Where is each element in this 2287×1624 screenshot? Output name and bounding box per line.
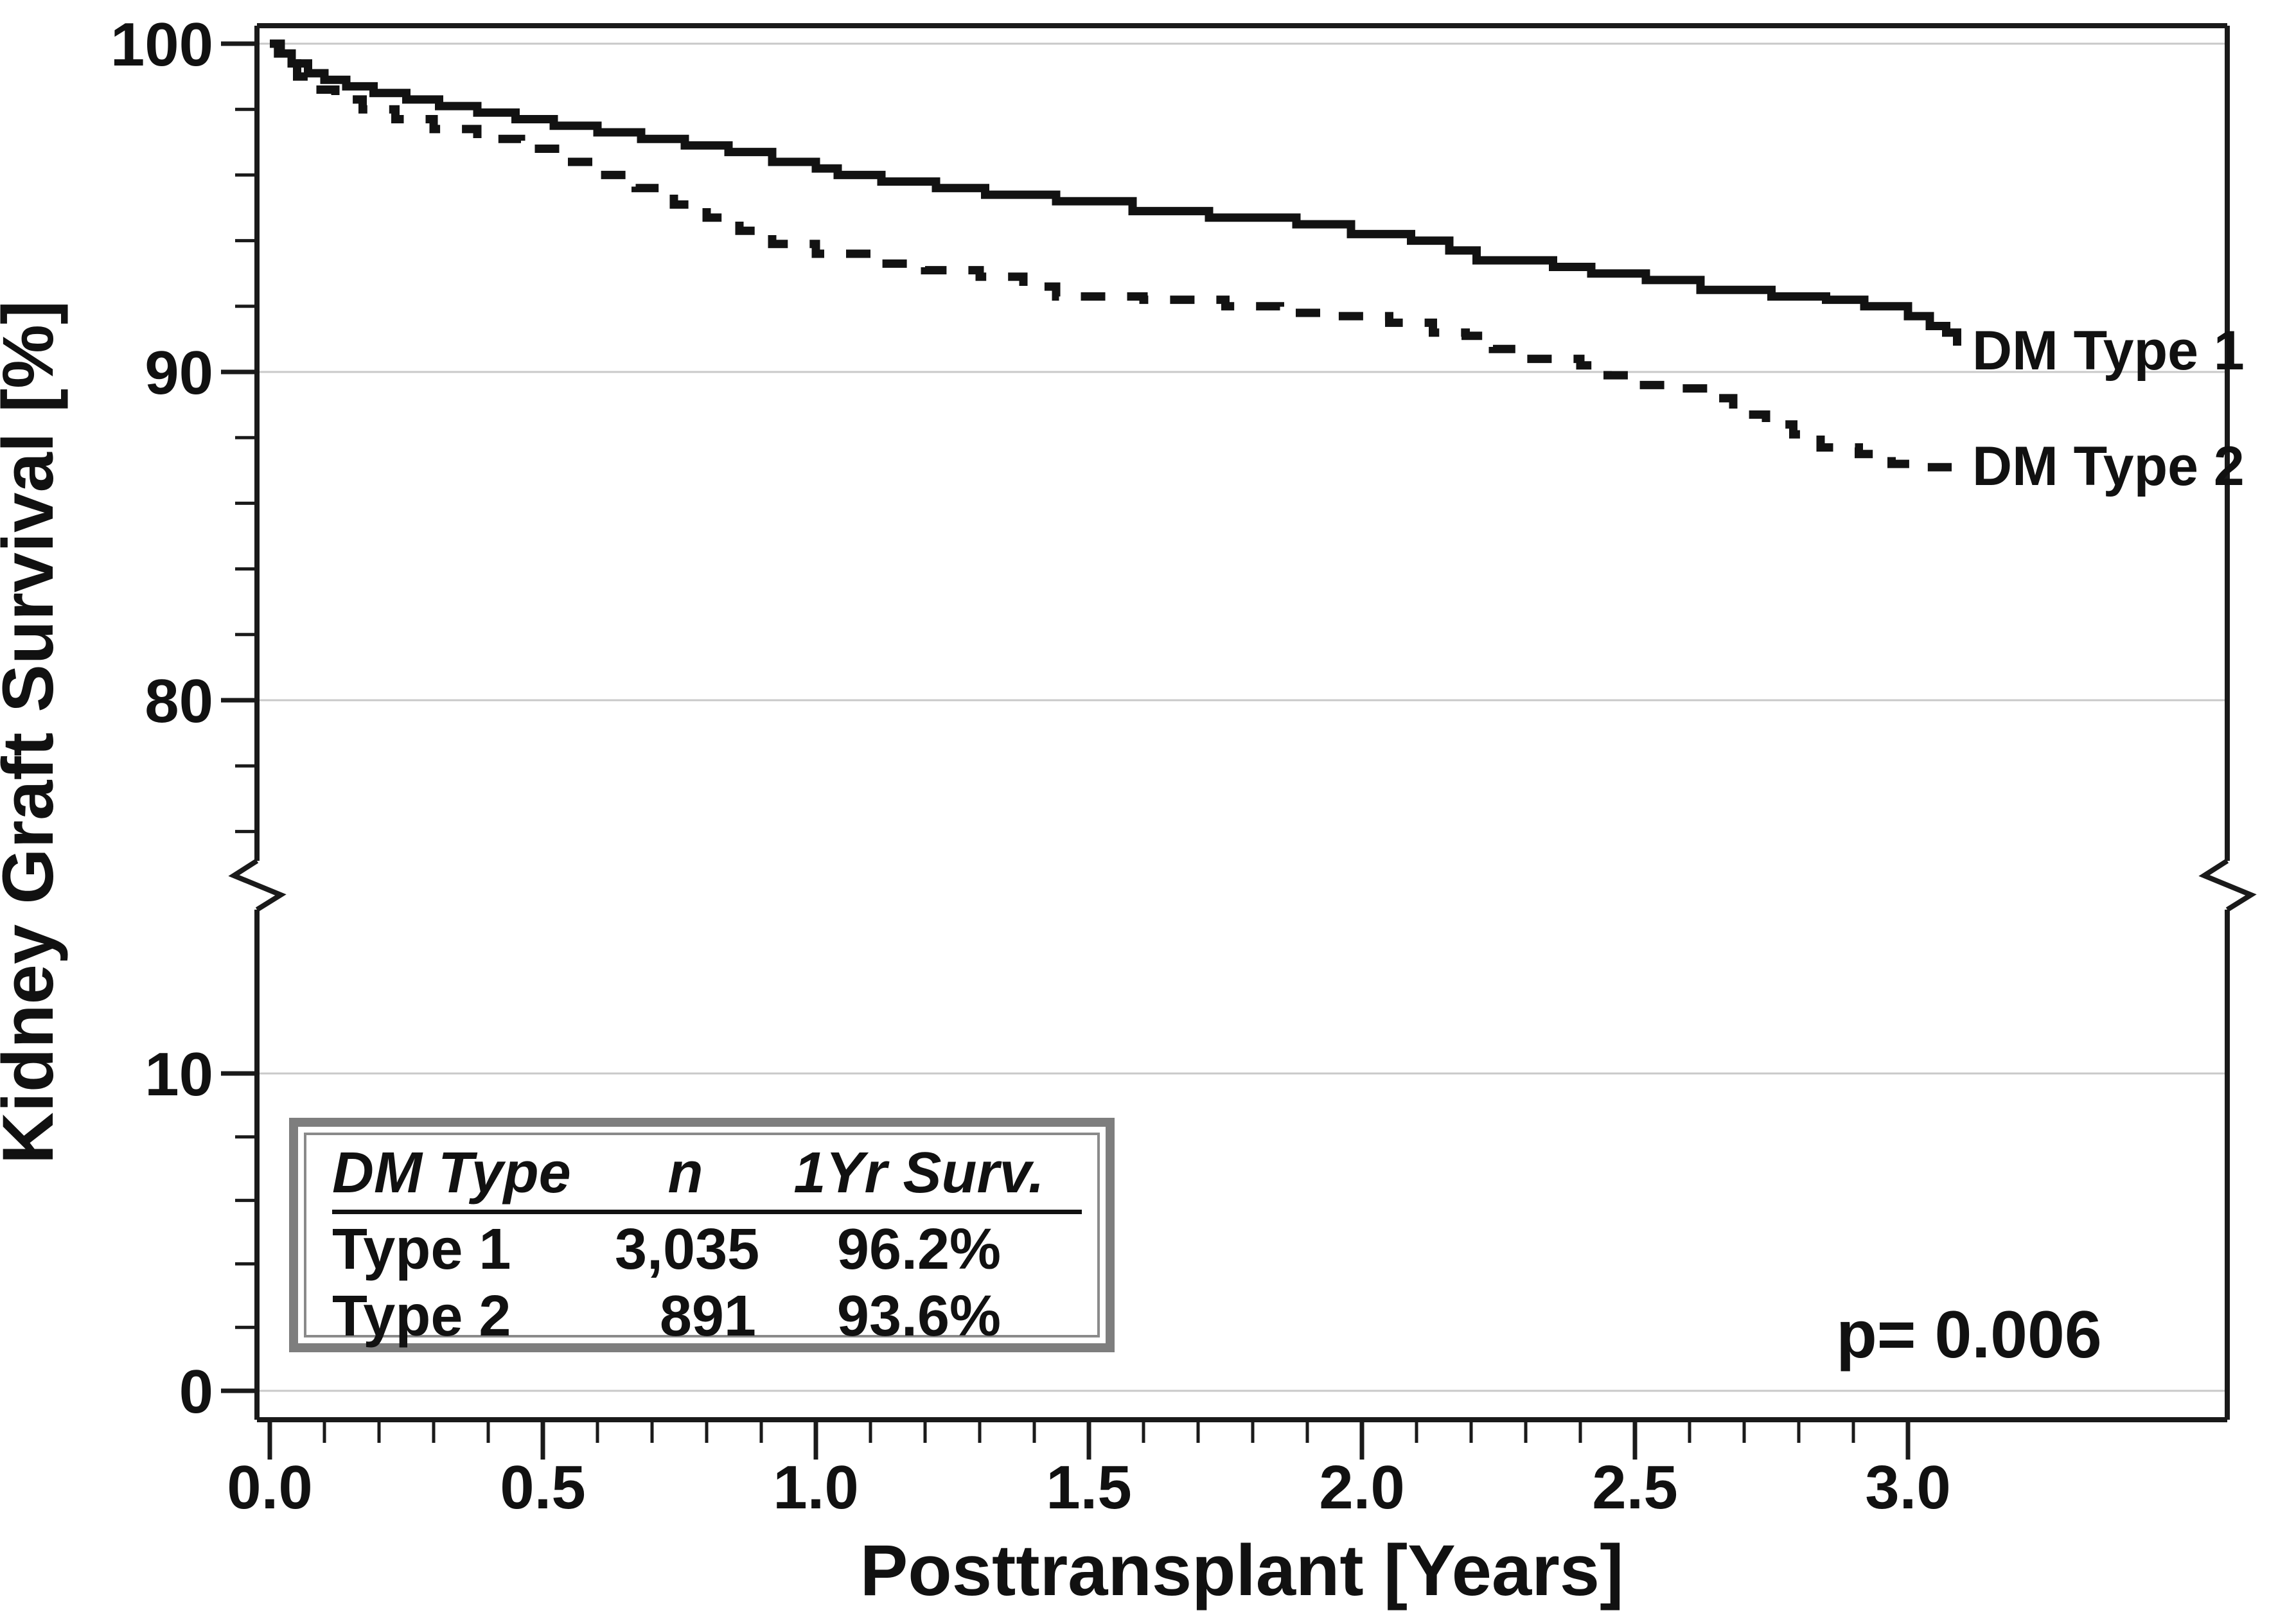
axis-break-left (228, 858, 287, 912)
x-tick-label-0.0: 0.0 (227, 1453, 312, 1522)
y-tick-label-90: 90 (145, 339, 213, 407)
axis-break-right (2198, 858, 2257, 912)
cell-type1-n: 3,035 (615, 1217, 760, 1282)
survival-curves (270, 39, 1961, 472)
cell-type1-surv: 96.2% (836, 1217, 1002, 1282)
inset-stats-table-inner: DM Type n 1Yr Surv. Type 1 3,035 96.2% T… (304, 1133, 1100, 1348)
inset-header-1yr-surv: 1Yr Surv. (793, 1141, 1045, 1205)
x-axis-title: Posttransplant [Years] (860, 1530, 1624, 1611)
curve-dm-type-2 (270, 39, 1952, 472)
cell-type2-n: 891 (659, 1284, 756, 1348)
inset-table-row-type1: Type 1 3,035 96.2% (332, 1218, 1082, 1281)
x-tick-label-2.0: 2.0 (1319, 1453, 1404, 1522)
horizontal-gridlines (260, 42, 2225, 1392)
cell-type2-surv: 93.6% (836, 1284, 1002, 1348)
curve-label-dm-type-1: DM Type 1 (1972, 320, 2245, 382)
x-tick-label-1.5: 1.5 (1046, 1453, 1131, 1522)
cell-type2-label: Type 2 (332, 1284, 511, 1348)
y-tick-label-0: 0 (179, 1357, 213, 1426)
inset-header-dm-type: DM Type (332, 1141, 571, 1205)
p-value-annotation: p= 0.006 (1836, 1298, 2101, 1372)
inset-table-header-row: DM Type n 1Yr Surv. (332, 1142, 1082, 1214)
x-tick-label-2.5: 2.5 (1592, 1453, 1677, 1522)
axis-break-markers (228, 858, 2257, 912)
inset-header-n: n (667, 1141, 703, 1205)
x-tick-label-0.5: 0.5 (500, 1453, 585, 1522)
y-axis-title: Kidney Graft Survival [%] (0, 301, 68, 1164)
cell-type1-label: Type 1 (332, 1217, 511, 1282)
x-tick-label-3.0: 3.0 (1865, 1453, 1950, 1522)
y-tick-label-80: 80 (145, 667, 213, 736)
inset-stats-table: DM Type n 1Yr Surv. Type 1 3,035 96.2% T… (289, 1118, 1115, 1352)
axis-ticks (221, 41, 1911, 1460)
x-tick-label-1.0: 1.0 (773, 1453, 858, 1522)
plot-frame-and-axes (254, 23, 2230, 1422)
inset-table-row-type2: Type 2 891 93.6% (332, 1285, 1082, 1348)
y-tick-label-100: 100 (110, 10, 213, 79)
curve-label-dm-type-2: DM Type 2 (1972, 436, 2245, 497)
y-tick-label-10: 10 (145, 1040, 213, 1109)
curve-dm-type-1 (270, 39, 1961, 346)
